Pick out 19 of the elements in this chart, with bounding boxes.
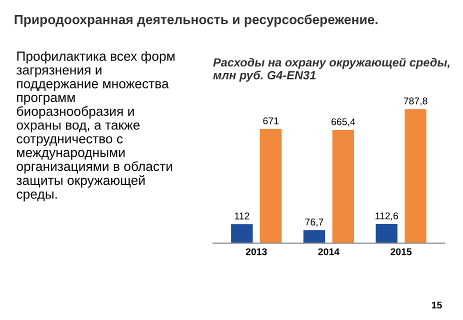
- bar: [376, 224, 398, 244]
- bar: [231, 224, 253, 244]
- chart-subtitle: Расходы на охрану окружающей среды, млн руб. G4-EN31: [213, 58, 450, 82]
- text: 15: [432, 302, 442, 308]
- x-tick-label: 2015: [390, 248, 412, 256]
- data-label: 112: [234, 212, 250, 220]
- data-label: 76,7: [305, 218, 324, 227]
- chart-title: Природоохранная деятельность и ресурсосбережение.: [14, 14, 378, 27]
- bar: [404, 109, 426, 244]
- x-tick-label: 2013: [246, 248, 267, 256]
- data-label: 671: [263, 117, 278, 124]
- bar: [303, 230, 326, 244]
- bar: [332, 130, 354, 244]
- data-label: 787,8: [404, 98, 428, 106]
- data-label: 112,6: [376, 212, 398, 220]
- text: Профилактика всех форм загрязнения и поддержание множества программ биоразнообразия и охраны вод, а также сотрудничество с международными организациями в области защиты окружающей среды.: [16, 51, 174, 202]
- x-tick-label: 2014: [318, 248, 340, 256]
- bar: [260, 128, 282, 244]
- data-label: 665,4: [332, 118, 356, 126]
